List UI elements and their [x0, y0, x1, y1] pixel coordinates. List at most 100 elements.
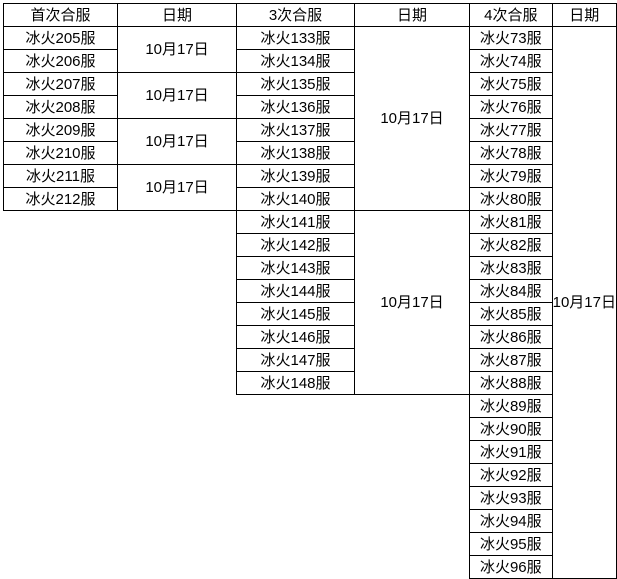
- server-name-cell: 冰火137服: [236, 118, 355, 142]
- table-row: 冰火88服: [469, 371, 617, 395]
- server-name-cell: 冰火93服: [469, 486, 553, 510]
- table-row: 冰火205服 10月17日: [3, 26, 237, 73]
- table-row: 冰火85服: [469, 302, 617, 326]
- merge-date-cell: 10月17日: [551, 26, 617, 579]
- server-name-cell: 冰火206服: [3, 49, 118, 73]
- table-row: 冰火79服: [469, 164, 617, 188]
- server-name-cell: 冰火143服: [236, 256, 355, 280]
- server-name-cell: 冰火138服: [236, 141, 355, 165]
- table-row: 冰火206服: [3, 49, 237, 73]
- first-merge-table: 首次合服 日期 冰火205服 10月17日 冰火206服 冰火207服 10月17日 冰火20…: [3, 3, 237, 211]
- server-name-cell: 冰火79服: [469, 164, 553, 188]
- server-name-cell: 冰火77服: [469, 118, 553, 142]
- table-row: 冰火141服 10月17日: [236, 210, 470, 395]
- table-row: 冰火87服: [469, 348, 617, 372]
- table-row: 冰火138服: [236, 141, 470, 165]
- server-name-cell: 冰火146服: [236, 325, 355, 349]
- server-name-cell: 冰火92服: [469, 463, 553, 487]
- column-header-date: 日期: [551, 3, 617, 27]
- header-row: 4次合服 日期: [469, 3, 617, 27]
- table-row: 冰火84服: [469, 279, 617, 303]
- merge-date-cell: 10月17日: [117, 72, 237, 119]
- server-name-cell: 冰火78服: [469, 141, 553, 165]
- table-row: 冰火83服: [469, 256, 617, 280]
- table-row: 冰火212服: [3, 187, 237, 211]
- server-name-cell: 冰火145服: [236, 302, 355, 326]
- table-row: 冰火147服: [236, 348, 470, 372]
- server-name-cell: 冰火96服: [469, 555, 553, 579]
- table-row: 冰火136服: [236, 95, 470, 119]
- server-name-cell: 冰火142服: [236, 233, 355, 257]
- server-name-cell: 冰火76服: [469, 95, 553, 119]
- server-name-cell: 冰火73服: [469, 26, 553, 50]
- table-row: 冰火93服: [469, 486, 617, 510]
- column-header-server: 3次合服: [236, 3, 355, 27]
- server-name-cell: 冰火209服: [3, 118, 118, 142]
- third-merge-table: 3次合服 日期 冰火133服 10月17日 冰火134服 冰火135服 冰火136服 冰火13…: [236, 3, 470, 395]
- fourth-merge-table-body: 4次合服 日期 冰火73服 10月17日 冰火74服 冰火75服 冰火76服 冰火77服 冰火7…: [469, 3, 617, 579]
- table-row: 冰火143服: [236, 256, 470, 280]
- table-row: 冰火148服: [236, 371, 470, 395]
- merge-date-cell: 10月17日: [117, 26, 237, 73]
- table-row: 冰火80服: [469, 187, 617, 211]
- server-name-cell: 冰火80服: [469, 187, 553, 211]
- fourth-merge-table: 4次合服 日期 冰火73服 10月17日 冰火74服 冰火75服 冰火76服 冰火77服 冰火7…: [469, 3, 617, 579]
- server-name-cell: 冰火205服: [3, 26, 118, 50]
- column-header-date: 日期: [117, 3, 237, 27]
- table-row: 冰火146服: [236, 325, 470, 349]
- server-name-cell: 冰火208服: [3, 95, 118, 119]
- header-row: 3次合服 日期: [236, 3, 470, 27]
- third-merge-table-body: 3次合服 日期 冰火133服 10月17日 冰火134服 冰火135服 冰火136服 冰火13…: [236, 3, 470, 395]
- server-name-cell: 冰火84服: [469, 279, 553, 303]
- table-row: 冰火81服: [469, 210, 617, 234]
- merge-date-cell: 10月17日: [354, 210, 470, 395]
- server-name-cell: 冰火86服: [469, 325, 553, 349]
- server-name-cell: 冰火148服: [236, 371, 355, 395]
- table-row: 冰火144服: [236, 279, 470, 303]
- table-row: 冰火135服: [236, 72, 470, 96]
- table-row: 冰火75服: [469, 72, 617, 96]
- server-name-cell: 冰火91服: [469, 440, 553, 464]
- table-row: 冰火139服: [236, 164, 470, 188]
- server-name-cell: 冰火211服: [3, 164, 118, 188]
- server-name-cell: 冰火88服: [469, 371, 553, 395]
- server-name-cell: 冰火81服: [469, 210, 553, 234]
- server-name-cell: 冰火140服: [236, 187, 355, 211]
- table-row: 冰火142服: [236, 233, 470, 257]
- column-header-date: 日期: [354, 3, 470, 27]
- table-row: 冰火145服: [236, 302, 470, 326]
- server-name-cell: 冰火94服: [469, 509, 553, 533]
- table-row: 冰火82服: [469, 233, 617, 257]
- server-name-cell: 冰火89服: [469, 394, 553, 418]
- table-row: 冰火76服: [469, 95, 617, 119]
- server-name-cell: 冰火87服: [469, 348, 553, 372]
- server-name-cell: 冰火83服: [469, 256, 553, 280]
- table-row: 冰火133服 10月17日: [236, 26, 470, 211]
- table-row: 冰火94服: [469, 509, 617, 533]
- merge-schedule-sheet: 首次合服 日期 冰火205服 10月17日 冰火206服 冰火207服 10月17日 冰火20…: [3, 3, 617, 579]
- server-name-cell: 冰火74服: [469, 49, 553, 73]
- server-name-cell: 冰火141服: [236, 210, 355, 234]
- merge-date-cell: 10月17日: [117, 118, 237, 165]
- server-name-cell: 冰火144服: [236, 279, 355, 303]
- server-name-cell: 冰火85服: [469, 302, 553, 326]
- table-row: 冰火207服 10月17日: [3, 72, 237, 119]
- server-name-cell: 冰火75服: [469, 72, 553, 96]
- server-name-cell: 冰火147服: [236, 348, 355, 372]
- server-name-cell: 冰火133服: [236, 26, 355, 50]
- column-header-server: 首次合服: [3, 3, 118, 27]
- server-name-cell: 冰火95服: [469, 532, 553, 556]
- table-row: 冰火86服: [469, 325, 617, 349]
- server-name-cell: 冰火82服: [469, 233, 553, 257]
- table-row: 冰火211服 10月17日: [3, 164, 237, 211]
- header-row: 首次合服 日期: [3, 3, 237, 27]
- server-name-cell: 冰火135服: [236, 72, 355, 96]
- server-name-cell: 冰火134服: [236, 49, 355, 73]
- server-name-cell: 冰火210服: [3, 141, 118, 165]
- server-name-cell: 冰火212服: [3, 187, 118, 211]
- table-row: 冰火137服: [236, 118, 470, 142]
- table-row: 冰火209服 10月17日: [3, 118, 237, 165]
- column-header-server: 4次合服: [469, 3, 553, 27]
- table-row: 冰火73服 10月17日: [469, 26, 617, 579]
- table-row: 冰火140服: [236, 187, 470, 211]
